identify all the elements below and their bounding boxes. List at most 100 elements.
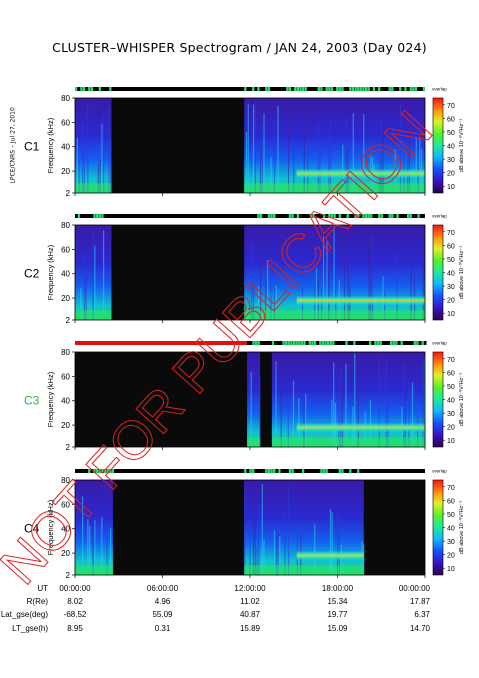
status-segment [409, 87, 412, 91]
status-segment [249, 214, 252, 218]
status-segment [324, 341, 327, 345]
spectrogram-region [75, 98, 112, 193]
status-segment [404, 214, 407, 218]
colorbar-tick-label: 60 [447, 498, 455, 505]
spectrogram-streak [106, 538, 108, 575]
spectrogram-streak [251, 243, 253, 320]
status-segment [359, 469, 362, 473]
status-segment [315, 87, 318, 91]
spectrogram-streak [258, 505, 260, 575]
spectrogram-streak [326, 240, 328, 320]
status-segment [358, 341, 361, 345]
status-segment [304, 87, 307, 91]
colorbar-tick-label: 10 [447, 566, 455, 573]
status-segment [333, 214, 336, 218]
status-segment [85, 469, 88, 473]
status-segment [252, 469, 255, 473]
status-segment [370, 214, 373, 218]
status-segment [246, 469, 250, 473]
status-segment [408, 341, 411, 345]
y-tick-label: 80 [61, 476, 70, 485]
status-segment [270, 469, 273, 473]
status-segment [280, 469, 284, 473]
status-segment [353, 341, 356, 345]
spectrogram-streak [76, 137, 78, 193]
status-segment [299, 87, 302, 91]
status-segment [267, 469, 271, 473]
status-segment [299, 469, 302, 473]
colorbar-label: dB above 10⁻⁸V²Hz⁻¹ [458, 373, 465, 426]
status-segment [391, 87, 394, 91]
status-segment [88, 87, 91, 91]
colorbar-tick-label: 50 [447, 257, 455, 264]
status-segment [317, 214, 320, 218]
status-segment [244, 214, 247, 218]
status-segment [244, 469, 247, 473]
status-segment [283, 469, 286, 473]
status-segment [88, 469, 91, 473]
status-segment [346, 214, 349, 218]
colorbar-tick-label: 70 [447, 230, 455, 237]
y-tick-label: 2 [66, 189, 71, 198]
spectrogram-streak [275, 361, 277, 447]
status-segment [328, 214, 331, 218]
status-segment [296, 469, 299, 473]
status-segment [406, 87, 410, 91]
status-segment [376, 341, 380, 345]
colorbar-tick-label: 40 [447, 144, 455, 151]
status-segment [357, 214, 360, 218]
status-segment [387, 341, 390, 345]
low-frequency-band [247, 437, 261, 447]
colorbar-tick-label: 30 [447, 411, 455, 418]
status-segment [103, 469, 107, 473]
spectrogram-streak [254, 520, 256, 575]
status-segment [406, 214, 410, 218]
spectrogram-streak [254, 100, 256, 193]
status-segment [101, 87, 104, 91]
spectrogram-streak [273, 530, 276, 575]
status-segment [75, 214, 78, 218]
colorbar-tick-label: 40 [447, 398, 455, 405]
spectrogram-streak [333, 362, 335, 447]
status-segment [77, 214, 80, 218]
status-segment [294, 87, 297, 91]
status-segment [315, 469, 318, 473]
spectrogram-streak [270, 157, 272, 193]
spectrogram-streak [265, 278, 267, 320]
status-segment [278, 87, 281, 91]
status-segment [375, 214, 378, 218]
y-tick-label: 60 [61, 118, 70, 127]
status-segment [341, 214, 344, 218]
status-segment [345, 341, 348, 345]
panel-label: C2 [24, 267, 40, 281]
ephemeris-value: 00:00:00 [59, 584, 91, 593]
status-segment [306, 341, 309, 345]
colorbar-tick-label: 10 [447, 184, 455, 191]
ephemeris-value: 6.37 [414, 610, 430, 619]
status-segment [320, 214, 323, 218]
y-tick-label: 2 [66, 316, 71, 325]
status-segment [411, 341, 414, 345]
spectrogram-streak [341, 376, 344, 447]
status-segment [82, 469, 86, 473]
status-segment [385, 87, 389, 91]
spectrogram-streak [270, 270, 272, 320]
status-segment [270, 87, 273, 91]
status-segment [409, 214, 412, 218]
ephemeris-label: R(Re) [27, 597, 49, 606]
spectrogram-streak [408, 121, 410, 193]
status-segment [334, 341, 338, 345]
status-segment [80, 214, 83, 218]
status-segment [307, 469, 310, 473]
status-segment [286, 87, 289, 91]
spectrogram-streak [403, 362, 405, 447]
status-segment [385, 214, 389, 218]
spectrogram-streak [78, 159, 80, 193]
status-segment [336, 469, 339, 473]
status-segment [363, 341, 367, 345]
status-segment [397, 341, 401, 345]
spectrogram-streak [83, 134, 85, 193]
status-segment [294, 469, 297, 473]
colorbar-tick-label: 20 [447, 553, 455, 560]
spectrogram-streak [343, 234, 346, 320]
